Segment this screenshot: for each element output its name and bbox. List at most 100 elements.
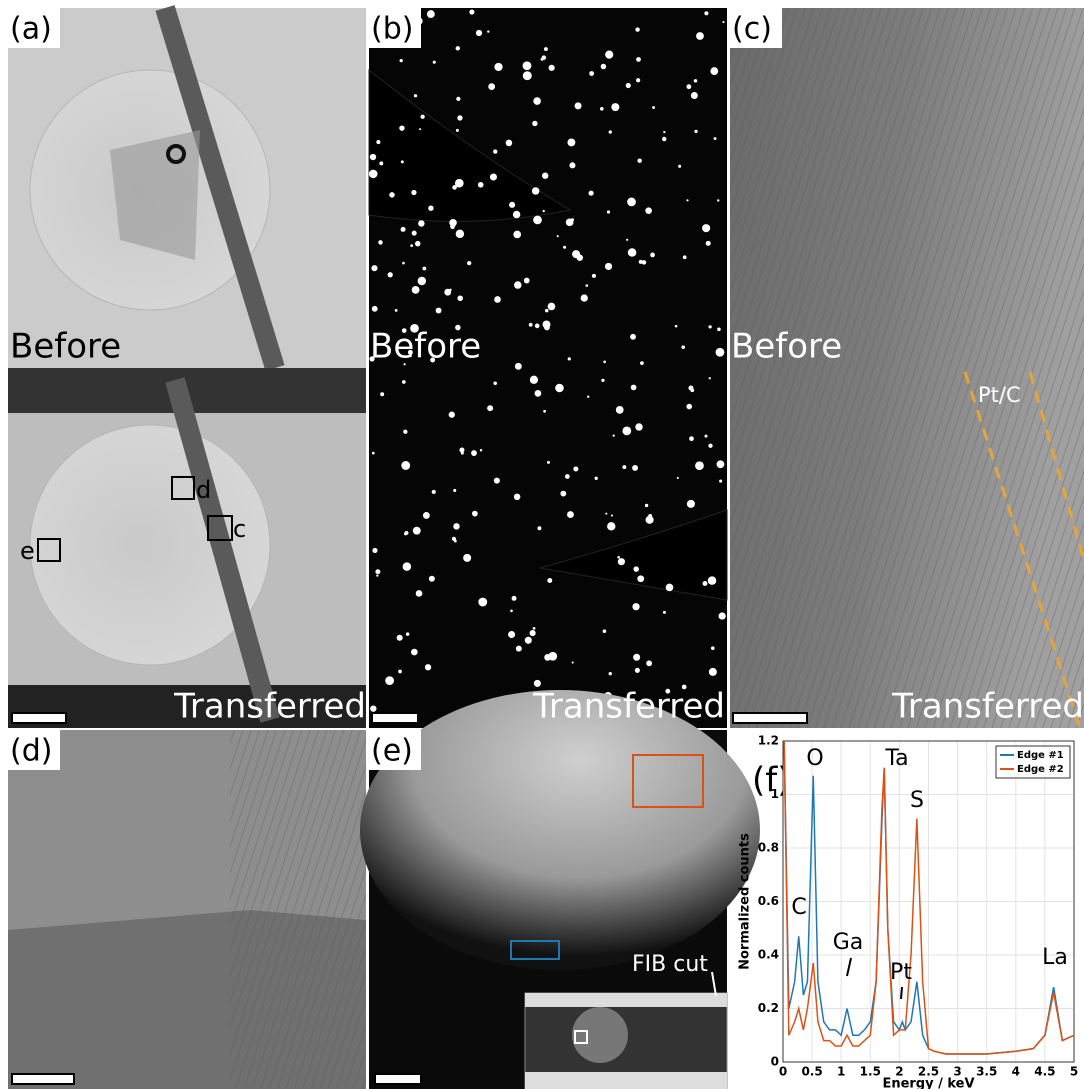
before-label: Before	[10, 327, 121, 367]
diffraction-spot	[601, 379, 604, 382]
diffraction-spot	[533, 216, 542, 225]
diffraction-spot	[461, 452, 464, 455]
diffraction-spot	[622, 465, 626, 469]
diffraction-spot	[626, 83, 631, 88]
diffraction-spot	[389, 192, 394, 197]
diffraction-spot	[689, 436, 694, 441]
diffraction-spot	[719, 480, 722, 483]
diffraction-spot	[436, 308, 442, 314]
diffraction-spot	[469, 9, 474, 14]
diffraction-spot	[423, 512, 430, 519]
diffraction-spot	[370, 705, 376, 711]
diffraction-spot	[560, 491, 566, 497]
diffraction-spot	[662, 137, 666, 141]
diffraction-spot	[686, 404, 692, 410]
diffraction-spot	[650, 253, 655, 258]
diffraction-spot	[702, 224, 710, 232]
diffraction-spot	[572, 661, 574, 663]
diffraction-spot	[399, 125, 404, 130]
diffraction-spot	[372, 306, 378, 312]
diffraction-spot	[595, 477, 598, 480]
diffraction-spot	[513, 231, 521, 239]
diffraction-spot	[370, 154, 376, 160]
x-tick-label: 1	[837, 1065, 845, 1079]
diffraction-spot	[429, 576, 435, 582]
diffraction-spot	[401, 227, 406, 232]
diffraction-spot	[683, 255, 687, 259]
diffraction-spot	[626, 239, 628, 241]
diffraction-spot	[703, 581, 708, 586]
panel-a	[8, 8, 366, 728]
diffraction-spot	[708, 444, 712, 448]
diffraction-spot	[592, 274, 596, 278]
diffraction-spot	[480, 449, 482, 451]
diffraction-spot	[663, 131, 665, 133]
diffraction-spot	[627, 198, 636, 207]
diffraction-spot	[639, 260, 643, 264]
diffraction-spot	[419, 128, 421, 130]
legend-label: Edge #2	[1017, 764, 1064, 775]
diffraction-spot	[478, 182, 484, 188]
diffraction-spot	[632, 465, 638, 471]
diffraction-spot	[523, 71, 532, 80]
diffraction-spot	[603, 361, 606, 364]
diffraction-spot	[412, 286, 420, 294]
diffraction-spot	[717, 460, 725, 468]
peak-label: C	[791, 895, 806, 920]
diffraction-spot	[405, 531, 409, 535]
diffraction-spot	[613, 434, 615, 436]
panel-label: (b)	[371, 12, 413, 47]
peak-label: La	[1042, 945, 1068, 970]
diffraction-spot	[425, 664, 431, 670]
diffraction-spot	[617, 556, 620, 559]
diffraction-spot	[563, 246, 566, 249]
diffraction-spot	[533, 627, 536, 630]
diffraction-spot	[607, 210, 610, 213]
diffraction-spot	[529, 323, 533, 327]
diffraction-spot	[646, 516, 654, 524]
y-tick-label: 0.4	[758, 948, 779, 962]
diffraction-spot	[515, 363, 522, 370]
diffraction-spot	[677, 477, 679, 479]
roi-label: c	[233, 515, 246, 543]
diffraction-spot	[633, 654, 640, 661]
diffraction-spot	[585, 284, 588, 287]
diffraction-spot	[427, 10, 435, 18]
peak-label: Pt	[890, 960, 912, 985]
diffraction-spot	[415, 241, 421, 247]
transferred-label: Transferred	[891, 687, 1084, 727]
diffraction-spot	[704, 435, 707, 438]
diffraction-spot	[525, 637, 532, 644]
diffraction-spot	[513, 211, 520, 218]
diffraction-spot	[413, 527, 421, 535]
diffraction-spot	[716, 348, 725, 357]
diffraction-spot	[687, 500, 695, 508]
diffraction-spot	[493, 149, 497, 153]
diffraction-spot	[709, 325, 712, 328]
roi-label: d	[196, 476, 211, 504]
before-label: Before	[731, 327, 842, 367]
diffraction-spot	[678, 165, 681, 168]
diffraction-spot	[607, 522, 615, 530]
diffraction-spot	[493, 381, 497, 385]
figure: (a) (b) (c) (d) (e) (f) Before Before Be…	[0, 0, 1084, 1089]
diffraction-spot	[449, 289, 451, 291]
diffraction-spot	[418, 220, 424, 226]
diffraction-spot	[663, 611, 666, 614]
diffraction-spot	[488, 83, 495, 90]
diffraction-spot	[401, 160, 404, 163]
diffraction-spot	[609, 130, 612, 133]
peak-label: S	[910, 788, 924, 813]
diffraction-spot	[453, 523, 459, 529]
diffraction-spot	[372, 548, 377, 553]
diffraction-spot	[514, 281, 522, 289]
diffraction-spot	[508, 631, 515, 638]
peak-label: Ga	[833, 930, 864, 955]
diffraction-spot	[537, 526, 541, 530]
diffraction-spot	[603, 629, 607, 633]
diffraction-spot	[640, 361, 644, 365]
diffraction-spot	[646, 660, 652, 666]
diffraction-spot	[487, 405, 493, 411]
diffraction-spot	[609, 672, 612, 675]
diffraction-spot	[412, 231, 417, 236]
